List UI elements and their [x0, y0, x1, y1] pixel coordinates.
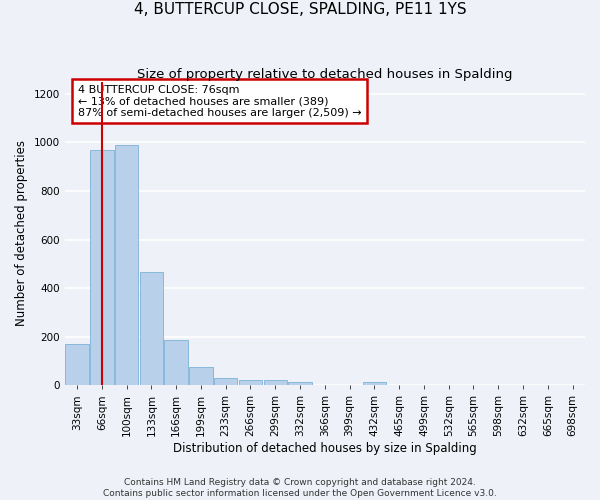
Bar [263, 380, 287, 386]
Bar [65, 344, 89, 386]
Title: Size of property relative to detached houses in Spalding: Size of property relative to detached ho… [137, 68, 512, 80]
Bar [90, 150, 113, 386]
Bar [288, 382, 312, 386]
Text: 4 BUTTERCUP CLOSE: 76sqm
← 13% of detached houses are smaller (389)
87% of semi-: 4 BUTTERCUP CLOSE: 76sqm ← 13% of detach… [77, 84, 361, 118]
Bar [362, 382, 386, 386]
X-axis label: Distribution of detached houses by size in Spalding: Distribution of detached houses by size … [173, 442, 477, 455]
Bar [214, 378, 238, 386]
Text: 4, BUTTERCUP CLOSE, SPALDING, PE11 1YS: 4, BUTTERCUP CLOSE, SPALDING, PE11 1YS [134, 2, 466, 18]
Bar [189, 367, 213, 386]
Bar [239, 380, 262, 386]
Bar [164, 340, 188, 386]
Text: Contains HM Land Registry data © Crown copyright and database right 2024.
Contai: Contains HM Land Registry data © Crown c… [103, 478, 497, 498]
Bar [115, 145, 139, 386]
Bar [140, 272, 163, 386]
Y-axis label: Number of detached properties: Number of detached properties [15, 140, 28, 326]
